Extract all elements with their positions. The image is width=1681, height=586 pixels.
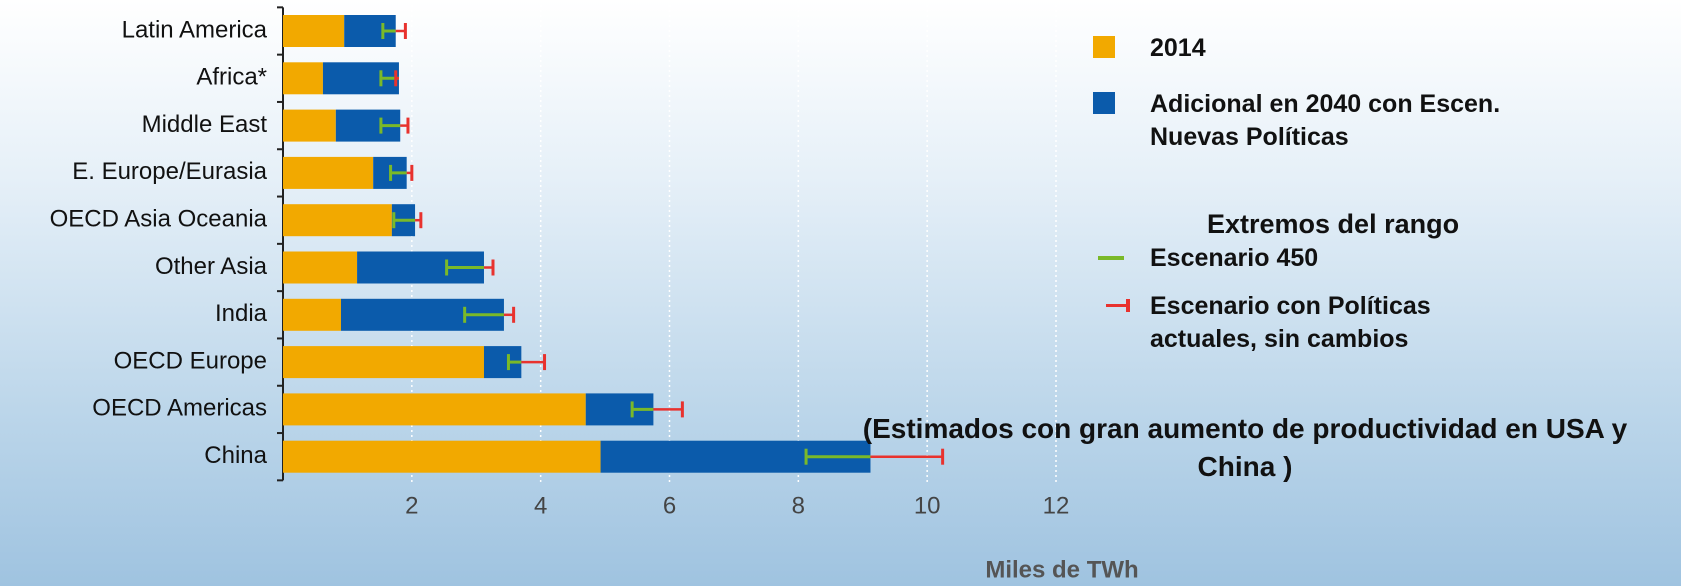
bar-segment bbox=[283, 156, 374, 189]
y-tick-label: E. Europe/Eurasia bbox=[72, 158, 267, 185]
x-tick-label: 6 bbox=[663, 492, 676, 519]
bar-segment bbox=[283, 298, 341, 331]
annotation: (Estimados con gran aumento de productiv… bbox=[862, 413, 1628, 482]
x-tick-label: 8 bbox=[792, 492, 805, 519]
legend-label: 2014 bbox=[1150, 34, 1206, 62]
y-tick-label: OECD Asia Oceania bbox=[50, 206, 268, 233]
bar-segment bbox=[283, 393, 586, 426]
y-tick-label: India bbox=[215, 300, 268, 327]
bar-segment bbox=[283, 440, 601, 473]
y-tick-label: OECD Americas bbox=[92, 395, 267, 422]
x-tick-label: 4 bbox=[534, 492, 547, 519]
y-tick-label: OECD Europe bbox=[114, 347, 267, 374]
legend-label: Escenario 450 bbox=[1150, 244, 1319, 272]
x-tick-label: 2 bbox=[405, 492, 418, 519]
legend-label: Escenario con Políticas actuales, sin ca… bbox=[1150, 292, 1431, 353]
bar-segment bbox=[283, 109, 336, 142]
legend-swatch bbox=[1098, 256, 1124, 260]
y-tick-label: Middle East bbox=[142, 111, 268, 138]
legend-swatch bbox=[1093, 92, 1115, 114]
x-axis-label: Miles de TWh bbox=[985, 556, 1138, 583]
legend-swatch bbox=[1106, 304, 1128, 307]
y-tick-label: Other Asia bbox=[155, 253, 268, 280]
bar-segment bbox=[283, 62, 323, 95]
legend-swatch bbox=[1126, 299, 1130, 312]
bar-segment bbox=[283, 204, 392, 237]
range-legend-title: Extremos del rango bbox=[1207, 209, 1460, 239]
legend-label: Adicional en 2040 con Escen. Nuevas Polí… bbox=[1150, 90, 1501, 151]
x-tick-label: 10 bbox=[914, 492, 941, 519]
y-tick-label: Africa* bbox=[196, 64, 267, 91]
y-tick-label: Latin America bbox=[122, 16, 268, 43]
x-tick-label: 12 bbox=[1043, 492, 1070, 519]
bar-segment bbox=[283, 346, 484, 379]
bar-segment bbox=[283, 15, 345, 47]
bar-segment bbox=[283, 251, 358, 284]
legend-swatch bbox=[1093, 36, 1115, 58]
y-tick-label: China bbox=[204, 442, 267, 469]
